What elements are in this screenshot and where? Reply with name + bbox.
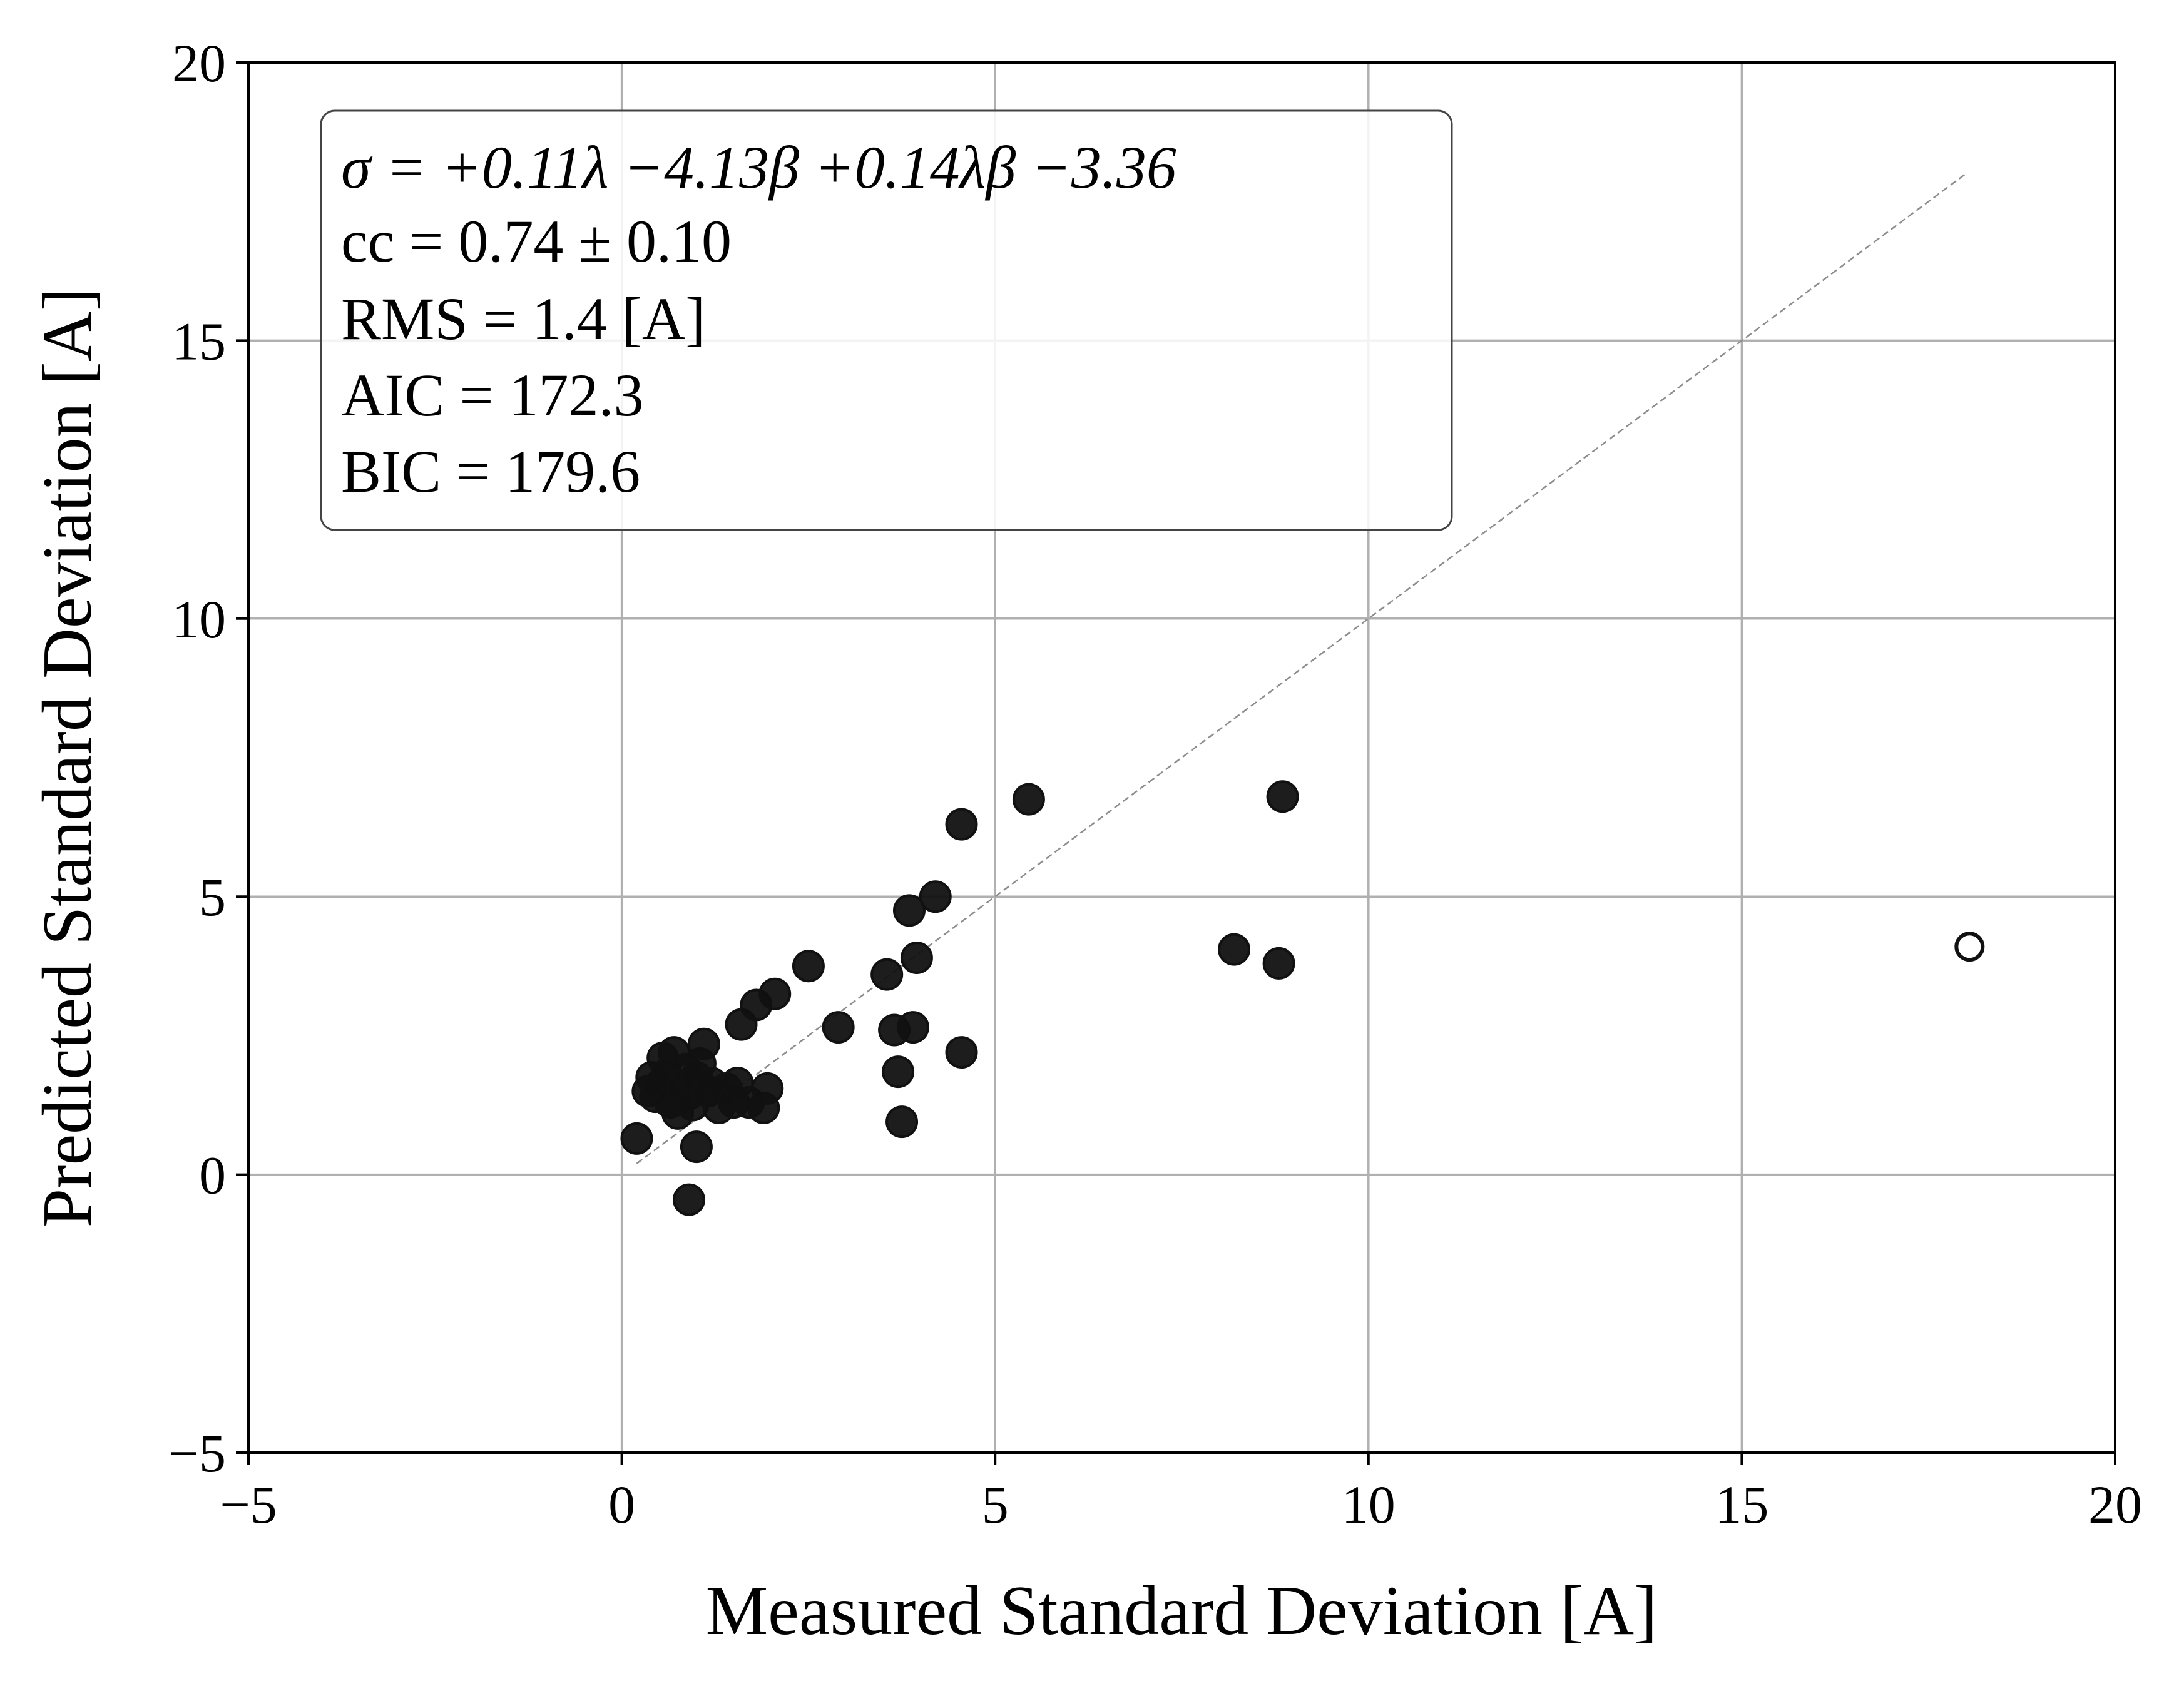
data-point [885, 1105, 919, 1139]
data-points [620, 780, 1985, 1216]
data-point [892, 894, 926, 927]
annotation-box: σ = +0.11λ −4.13β +0.14λβ −3.36 cc = 0.7… [320, 109, 1453, 531]
data-point [1266, 780, 1299, 813]
y-tick-label: 20 [172, 33, 226, 93]
data-point [792, 950, 825, 983]
x-tick-label: 15 [1715, 1475, 1768, 1535]
data-point [945, 1036, 978, 1069]
y-tick-label: 5 [199, 867, 226, 927]
data-point [1262, 947, 1295, 980]
data-point [751, 1072, 784, 1105]
x-tick-label: 0 [608, 1475, 635, 1535]
y-tick-label: 0 [199, 1145, 226, 1206]
y-tick-label: 10 [172, 589, 226, 649]
y-tick-label: −5 [168, 1423, 226, 1483]
annotation-aic: AIC = 172.3 [341, 362, 643, 429]
data-point [672, 1183, 705, 1216]
x-tick-label: 20 [2088, 1475, 2142, 1535]
y-axis-label: Predicted Standard Deviation [A] [29, 288, 106, 1227]
data-point [822, 1011, 855, 1044]
data-point [945, 808, 978, 841]
annotation-rms: RMS = 1.4 [A] [341, 285, 705, 352]
data-point [882, 1055, 915, 1089]
data-point [870, 958, 904, 991]
x-tick-label: −5 [220, 1475, 277, 1535]
y-tick-label: 15 [172, 311, 226, 371]
data-point [687, 1027, 720, 1060]
x-tick-label: 5 [982, 1475, 1009, 1535]
annotation-cc: cc = 0.74 ± 0.10 [341, 208, 732, 275]
axis-ticks: −5 0 5 10 15 20 −5 0 5 10 15 20 [168, 33, 2142, 1535]
data-point [680, 1130, 713, 1164]
data-point [1012, 783, 1045, 816]
data-point [896, 1011, 929, 1044]
data-point [1218, 933, 1251, 966]
annotation-equation: σ = +0.11λ −4.13β +0.14λβ −3.36 [341, 134, 1176, 201]
annotation-background [320, 109, 1453, 531]
data-point [900, 941, 933, 974]
data-point [919, 880, 952, 913]
x-axis-label: Measured Standard Deviation [A] [706, 1572, 1658, 1650]
data-point [620, 1122, 653, 1155]
annotation-bic: BIC = 179.6 [341, 438, 640, 505]
plot-frame [247, 61, 2116, 1454]
x-tick-label: 10 [1342, 1475, 1396, 1535]
outlier-point [1954, 932, 1985, 962]
data-point [758, 977, 792, 1010]
